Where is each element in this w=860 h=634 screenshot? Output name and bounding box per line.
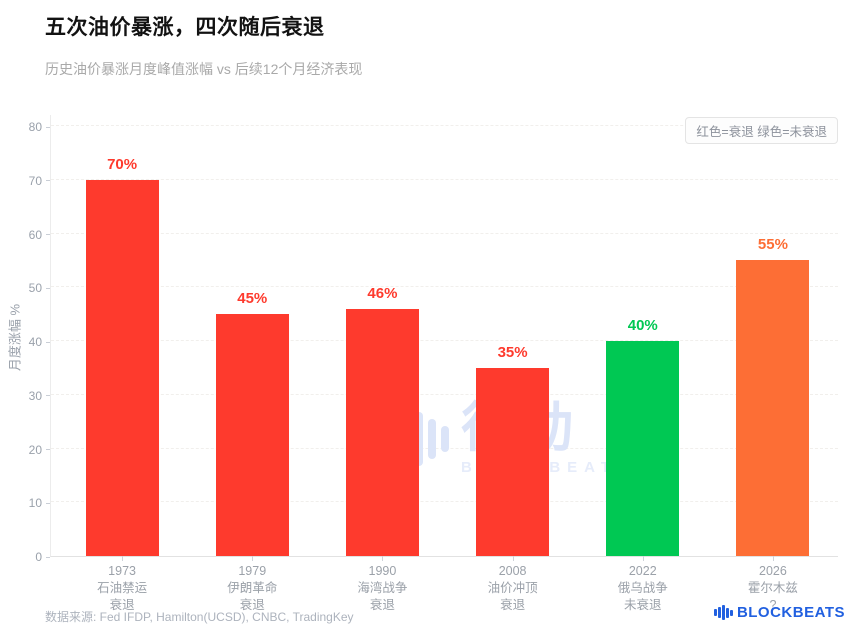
bar-value-label: 45% xyxy=(237,290,268,308)
x-tick-mark xyxy=(772,556,774,561)
y-tick-label: 80 xyxy=(29,120,50,134)
page-subtitle: 历史油价暴涨月度峰值涨幅 vs 后续12个月经济表现 xyxy=(45,61,363,77)
y-tick-label: 60 xyxy=(29,228,50,242)
gridline xyxy=(51,393,838,395)
x-axis-label: 1979 伊朗革命 衰退 xyxy=(227,564,278,612)
page-title: 五次油价暴涨，四次随后衰退 xyxy=(45,16,325,39)
bar xyxy=(606,341,680,556)
x-axis-label: 2026 霍尔木兹? xyxy=(747,564,798,612)
x-tick-mark xyxy=(252,556,254,561)
bar-column: 55% 2026 霍尔木兹? xyxy=(708,115,838,612)
y-tick-label: 10 xyxy=(29,496,50,510)
bar xyxy=(476,367,550,556)
gridline xyxy=(51,125,838,126)
x-axis-label: 1990 海湾战争 衰退 xyxy=(357,564,408,612)
y-tick-label: 40 xyxy=(29,335,50,349)
legend-note: 红色=衰退 绿色=未衰退 xyxy=(685,117,838,144)
x-axis-label: 2008 油价冲顶 衰退 xyxy=(487,564,538,612)
gridline xyxy=(51,286,838,288)
bar-column: 46% 1990 海湾战争 衰退 xyxy=(317,115,447,612)
bar-columns: 70% 1973 石油禁运 衰退 45% 1979 伊朗革命 衰退 46% 1990 海湾战争 衰退 3… xyxy=(57,115,838,612)
gridline xyxy=(51,232,838,234)
blockbeats-logo-icon xyxy=(714,605,733,621)
bar xyxy=(736,260,810,556)
gridline xyxy=(51,178,838,180)
bar-value-label: 35% xyxy=(497,343,528,361)
blockbeats-logo-text: BLOCKBEATS xyxy=(736,604,845,621)
bar xyxy=(85,179,159,556)
x-tick-mark xyxy=(512,556,514,561)
y-tick-label: 70 xyxy=(29,174,50,188)
x-tick-mark xyxy=(122,556,124,561)
y-tick-label: 0 xyxy=(35,550,50,564)
y-tick-label: 30 xyxy=(29,389,50,403)
gridline xyxy=(51,501,838,503)
x-tick-mark xyxy=(642,556,644,561)
bar-column: 35% 2008 油价冲顶 衰退 xyxy=(448,115,578,612)
bar xyxy=(345,308,419,556)
y-axis-ticks: 0 10 20 30 40 50 60 70 80 xyxy=(0,115,50,564)
data-source-note: 数据来源: Fed IFDP, Hamilton(UCSD), CNBC, Tr… xyxy=(45,610,354,624)
x-axis-label: 2022 俄乌战争 未衰退 xyxy=(617,564,668,612)
bar-value-label: 70% xyxy=(107,155,138,173)
bar-column: 45% 1979 伊朗革命 衰退 xyxy=(187,115,317,612)
gridline xyxy=(51,340,838,341)
y-tick-label: 50 xyxy=(29,281,50,295)
plot-area: 律动 BLOCKBEATS 70%1973石油禁运衰退45%1979伊朗革命衰退… xyxy=(50,115,838,612)
bar-value-label: 55% xyxy=(757,236,788,254)
bar-column: 70% 1973 石油禁运 衰退 xyxy=(57,115,187,612)
bar-column: 40% 2022 俄乌战争 未衰退 xyxy=(578,115,708,612)
bar-value-label: 40% xyxy=(627,317,658,334)
bar xyxy=(215,314,289,556)
bar-value-label: 46% xyxy=(367,284,398,302)
y-tick-label: 20 xyxy=(29,443,50,457)
x-axis-label: 1973 石油禁运 衰退 xyxy=(97,564,148,612)
blockbeats-logo: BLOCKBEATS xyxy=(714,604,845,621)
x-tick-mark xyxy=(382,556,384,561)
